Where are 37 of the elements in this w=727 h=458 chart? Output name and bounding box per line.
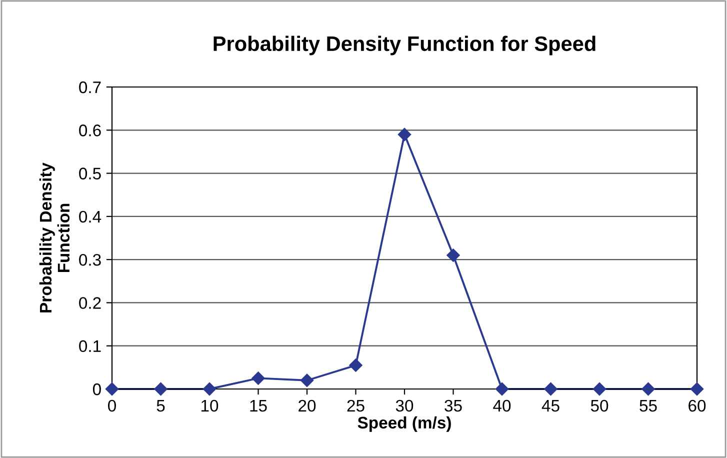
- x-tick-label: 30: [396, 400, 414, 412]
- point: [398, 128, 412, 142]
- point: [446, 248, 460, 262]
- point: [642, 382, 655, 396]
- x-tick-label: 5: [156, 400, 165, 412]
- x-tick-label: 0: [108, 400, 116, 412]
- point: [349, 358, 362, 372]
- y-axis-title: Probability Density Function: [39, 162, 70, 312]
- point: [300, 374, 314, 387]
- x-tick-label: 35: [444, 400, 462, 412]
- x-tick-label: 25: [347, 400, 364, 412]
- x-tick-label: 15: [250, 400, 267, 412]
- x-tick-label: 60: [688, 400, 706, 412]
- y-tick-label: 0.7: [79, 81, 101, 94]
- x-tick-label: 45: [542, 400, 560, 412]
- y-tick-label: 0.2: [79, 297, 101, 309]
- x-axis-title: Speed (m/s): [358, 416, 451, 432]
- point: [495, 382, 509, 396]
- x-tick-label: 40: [493, 400, 511, 412]
- point: [202, 382, 216, 396]
- point: [592, 382, 606, 396]
- x-tick-label: 50: [590, 400, 608, 412]
- y-tick-label: 0.3: [79, 254, 101, 266]
- point: [154, 382, 168, 396]
- x-tick-label: 55: [640, 400, 657, 412]
- x-tick-label: 20: [298, 400, 316, 412]
- y-tick-label: 0.1: [79, 340, 101, 352]
- point: [105, 382, 119, 396]
- y-tick-label: 0.4: [79, 210, 102, 223]
- x-tick-label: 10: [202, 400, 218, 412]
- y-tick-label: 0.6: [79, 124, 101, 136]
- point: [252, 372, 265, 385]
- y-tick-label: 0: [92, 383, 101, 396]
- point: [690, 382, 704, 396]
- y-tick-label: 0.5: [79, 168, 101, 180]
- point: [544, 382, 558, 396]
- chart-title: Probability Density Function for Speed: [214, 36, 596, 56]
